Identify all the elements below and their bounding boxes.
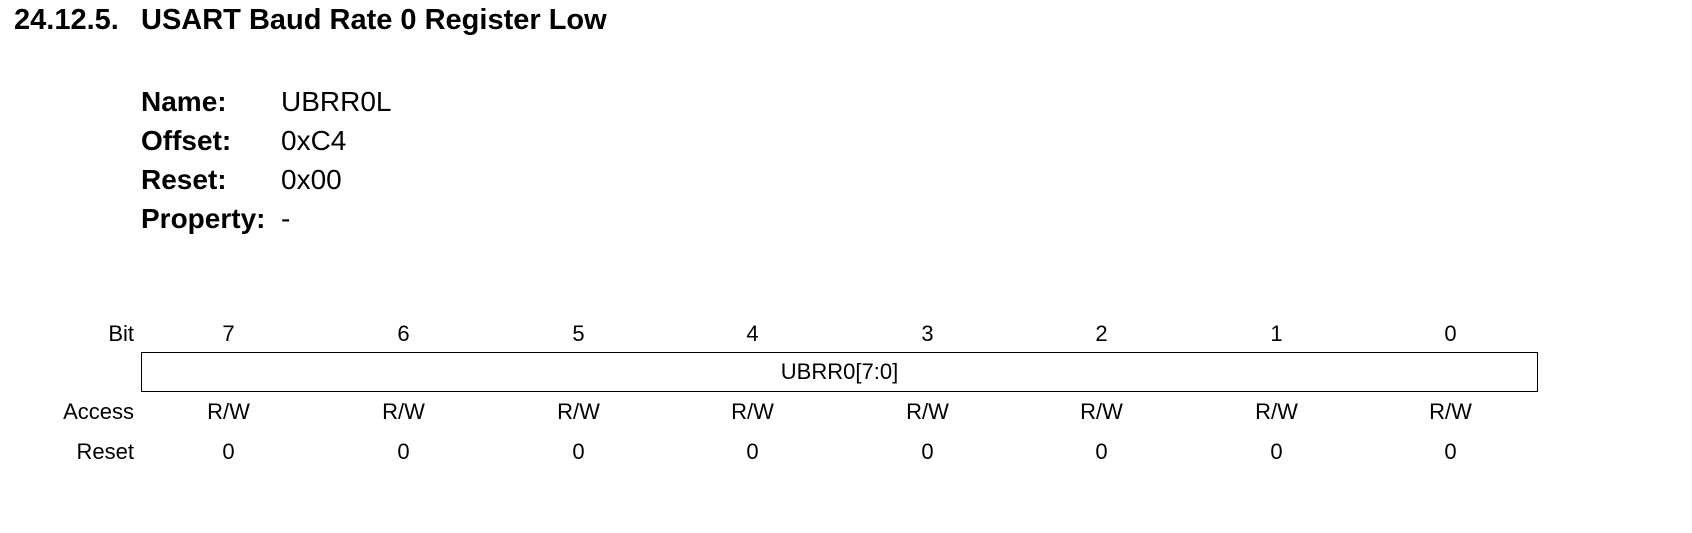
- reset-value: 0: [746, 439, 759, 464]
- bit-row-label: Bit: [108, 321, 134, 346]
- bit-number: 6: [397, 321, 410, 346]
- reset-row-label: Reset: [76, 439, 134, 464]
- bit-number: 3: [921, 321, 934, 346]
- reset-value: 0: [572, 439, 585, 464]
- property-row-reset: Reset: 0x00: [141, 160, 391, 199]
- section-number: 24.12.5.: [14, 4, 119, 36]
- access-value: R/W: [906, 399, 949, 424]
- reset-value: 0: [222, 439, 235, 464]
- section-title: USART Baud Rate 0 Register Low: [141, 4, 607, 36]
- reset-row: Reset 0 0 0 0 0 0 0 0: [0, 432, 1692, 472]
- property-value: 0x00: [281, 164, 342, 195]
- access-value: R/W: [557, 399, 600, 424]
- access-row-label: Access: [63, 399, 134, 424]
- property-row-name: Name: UBRR0L: [141, 82, 391, 121]
- bit-number: 0: [1444, 321, 1457, 346]
- reset-value: 0: [397, 439, 410, 464]
- access-value: R/W: [1080, 399, 1123, 424]
- bit-number: 7: [222, 321, 235, 346]
- bit-number: 4: [746, 321, 759, 346]
- access-value: R/W: [731, 399, 774, 424]
- register-field: UBRR0[7:0]: [141, 352, 1538, 392]
- register-properties: Name: UBRR0L Offset: 0xC4 Reset: 0x00 Prope…: [141, 82, 391, 238]
- bit-number: 5: [572, 321, 585, 346]
- property-key: Name:: [141, 86, 227, 117]
- access-row: Access R/W R/W R/W R/W R/W R/W R/W R/W: [0, 392, 1692, 432]
- access-value: R/W: [382, 399, 425, 424]
- property-key: Reset:: [141, 164, 227, 195]
- reset-value: 0: [1444, 439, 1457, 464]
- bit-number: 1: [1270, 321, 1283, 346]
- access-value: R/W: [1429, 399, 1472, 424]
- register-bit-table: Bit 7 6 5 4 3 2 1 0 UBRR0[7:0] Access R/…: [0, 314, 1692, 472]
- property-row-property: Property: -: [141, 199, 391, 238]
- property-value: -: [281, 203, 291, 234]
- reset-value: 0: [921, 439, 934, 464]
- reset-value: 0: [1095, 439, 1108, 464]
- section-heading: 24.12.5. USART Baud Rate 0 Register Low: [14, 4, 607, 37]
- property-key: Offset:: [141, 125, 232, 156]
- property-value: 0xC4: [281, 125, 347, 156]
- bit-row: Bit 7 6 5 4 3 2 1 0: [0, 314, 1692, 354]
- reset-value: 0: [1270, 439, 1283, 464]
- property-value: UBRR0L: [281, 86, 392, 117]
- access-value: R/W: [207, 399, 250, 424]
- access-value: R/W: [1255, 399, 1298, 424]
- property-key: Property:: [141, 203, 266, 234]
- bit-number: 2: [1095, 321, 1108, 346]
- property-row-offset: Offset: 0xC4: [141, 121, 391, 160]
